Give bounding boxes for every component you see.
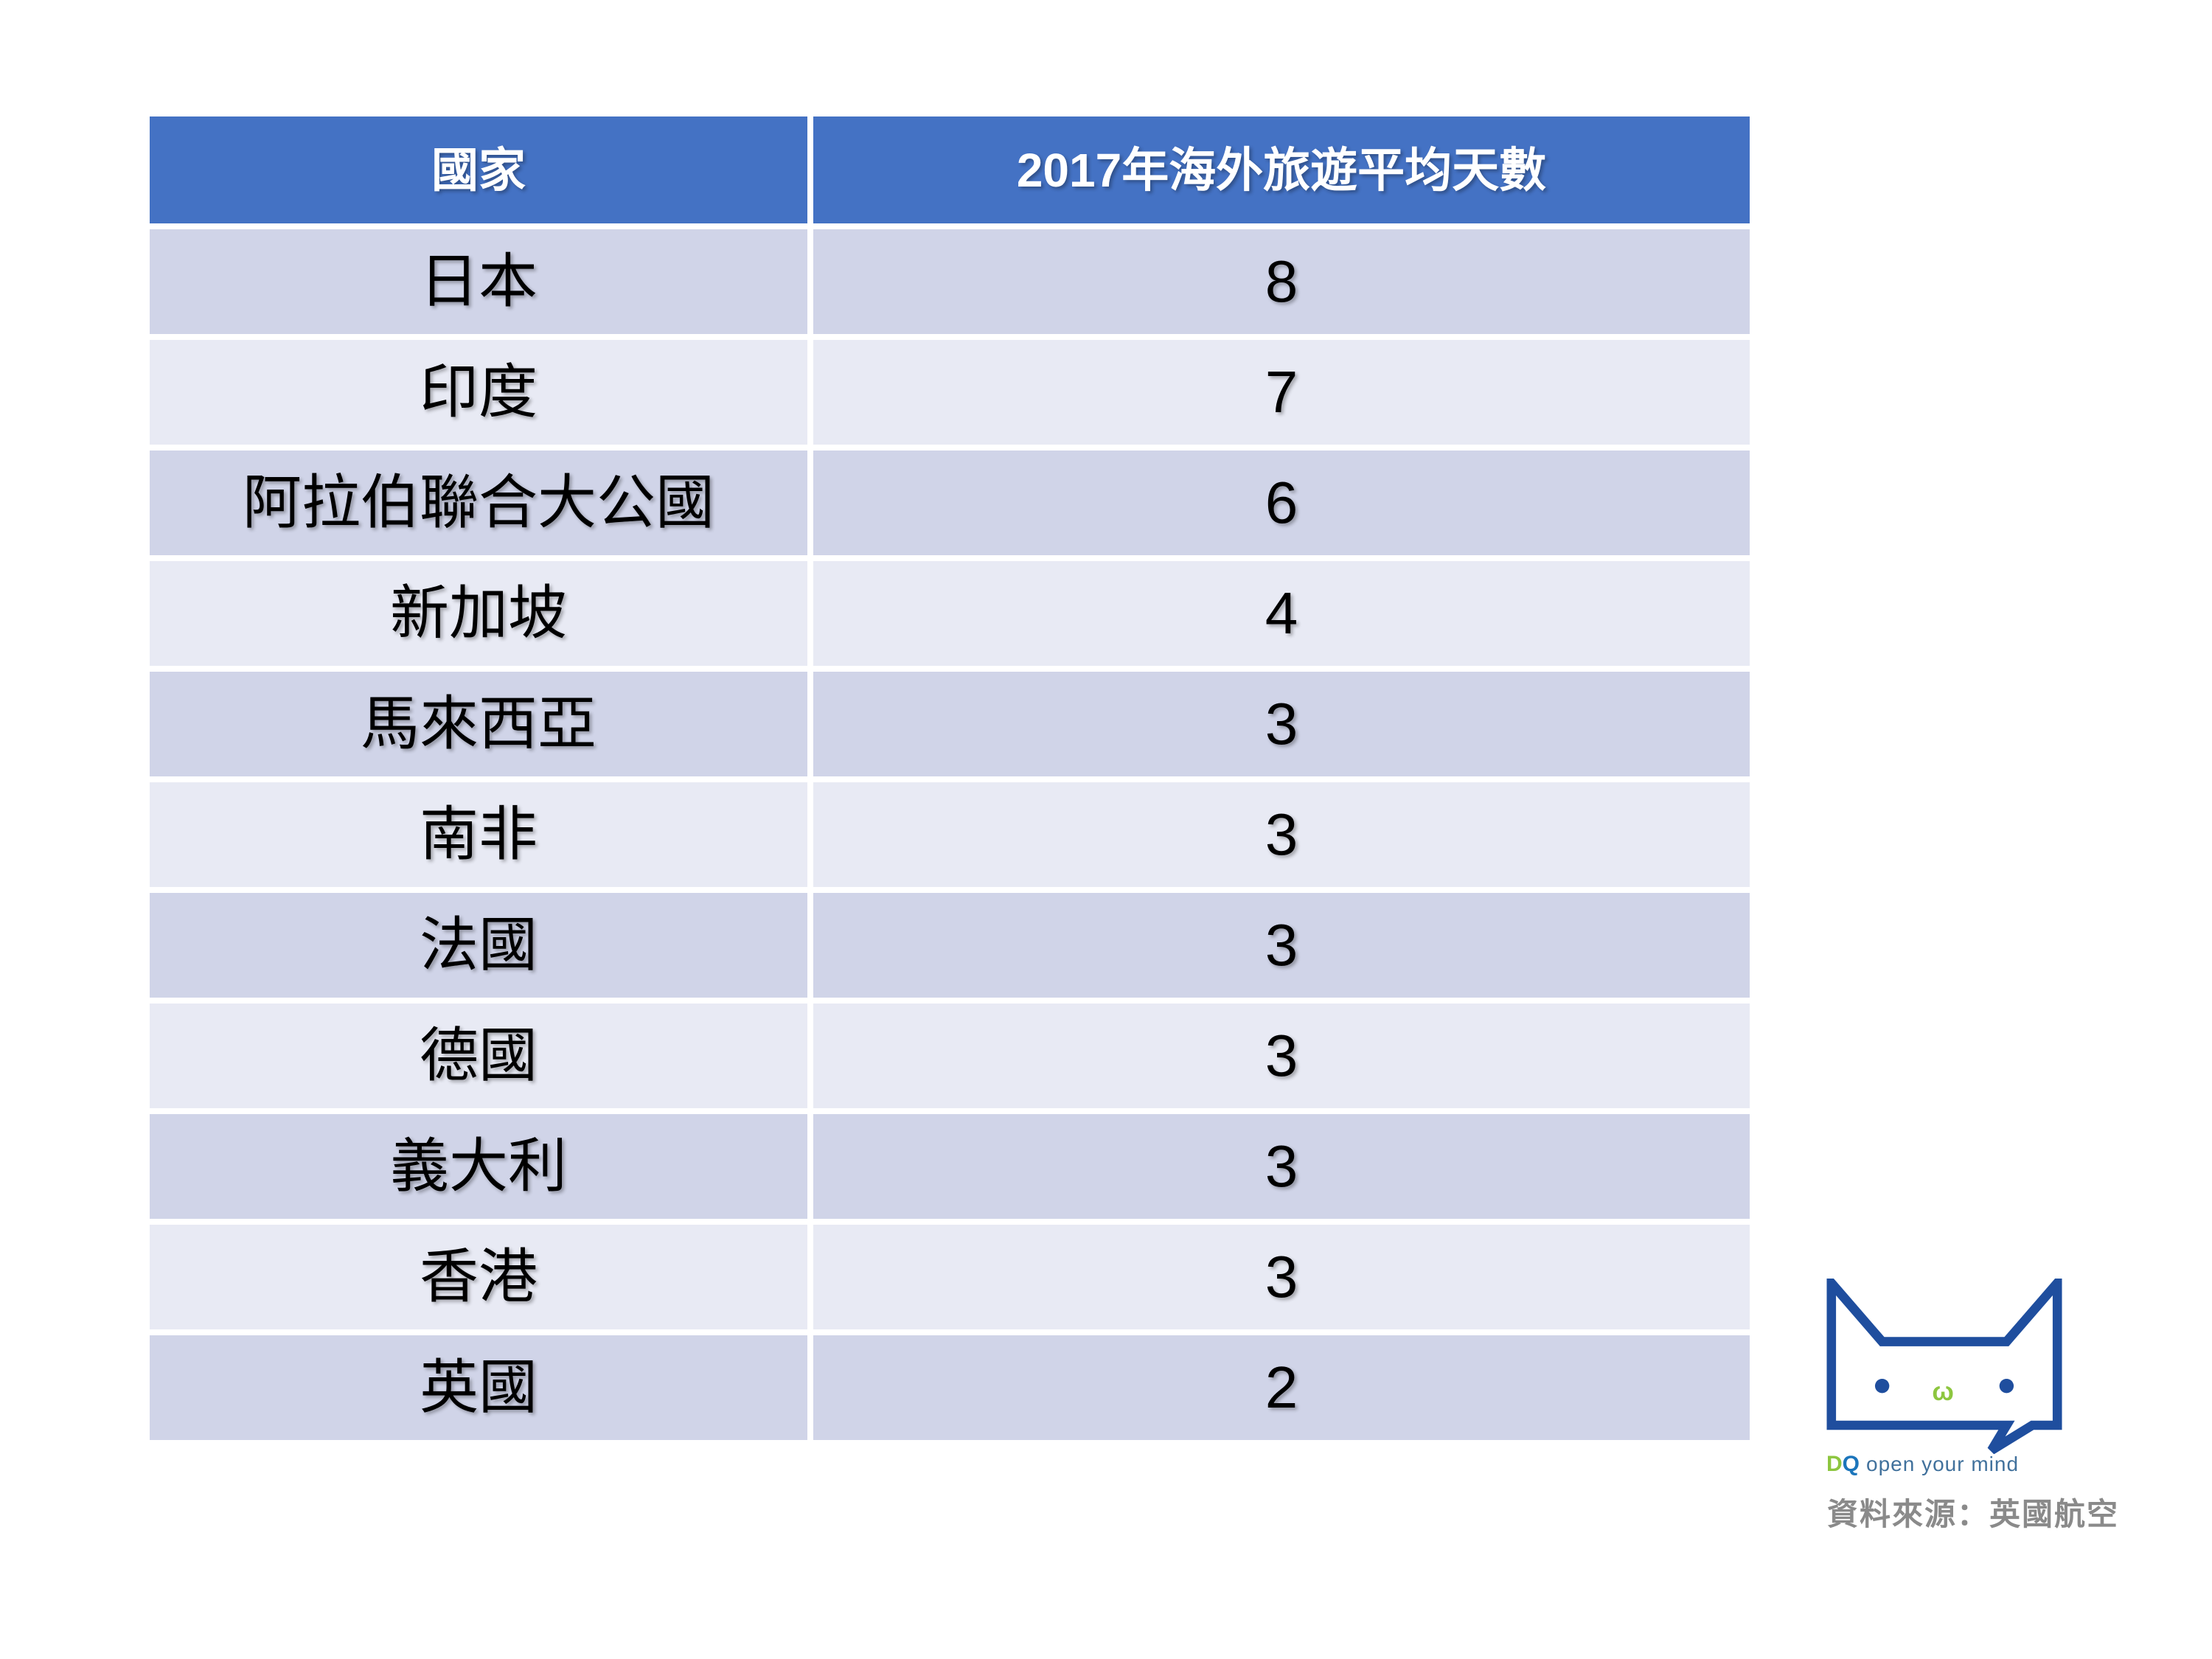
country-cell: 香港 [150,1225,807,1329]
days-cell: 3 [813,893,1750,998]
dq-brand-line: DQ open your mind [1826,1452,2019,1477]
days-cell: 3 [813,672,1750,776]
dq-logo-letter-d: D [1826,1452,1843,1476]
days-cell: 3 [813,1114,1750,1219]
dq-tagline: open your mind [1866,1453,2020,1475]
country-cell: 新加坡 [150,561,807,666]
country-cell: 英國 [150,1335,807,1440]
country-cell: 日本 [150,229,807,334]
cat-left-eye-icon [1874,1378,1890,1394]
country-cell: 德國 [150,1004,807,1108]
dq-logo-letter-q: Q [1842,1452,1860,1476]
header-cell: 2017年海外旅遊平均天數 [813,116,1750,223]
days-cell: 2 [813,1335,1750,1440]
days-cell: 3 [813,1225,1750,1329]
days-cell: 3 [813,1004,1750,1108]
cat-bubble-outline [1826,1279,2062,1454]
cat-mouth-icon: ω [1932,1377,1953,1406]
header-cell: 國家 [150,116,807,223]
country-cell: 南非 [150,782,807,887]
days-cell: 3 [813,782,1750,887]
days-cell: 8 [813,229,1750,334]
country-cell: 法國 [150,893,807,998]
country-cell: 義大利 [150,1114,807,1219]
source-note: 資料來源：英國航空 [1827,1497,2120,1531]
country-cell: 印度 [150,340,807,445]
days-cell: 7 [813,340,1750,445]
country-cell: 馬來西亞 [150,672,807,776]
days-cell: 4 [813,561,1750,666]
dq-cat-logo-icon: ω [1826,1279,2062,1454]
travel-days-table: 國家 2017年海外旅遊平均天數 日本 8 印度 7 阿拉伯聯合大公國 6 新加坡 4 馬來西亞 3 南… [150,116,1750,1440]
country-cell: 阿拉伯聯合大公國 [150,451,807,555]
days-cell: 6 [813,451,1750,555]
cat-right-eye-icon [1999,1378,2014,1394]
